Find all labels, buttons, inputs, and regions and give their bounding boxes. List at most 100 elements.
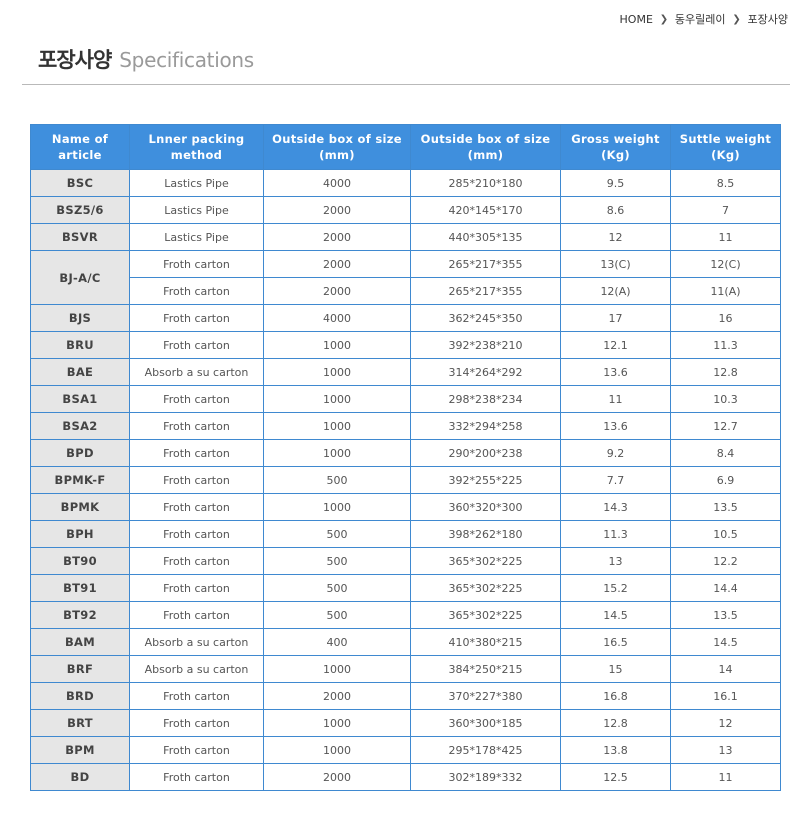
cell-box-size: 362*245*350	[410, 304, 561, 332]
cell-gross-weight: 8.6	[560, 196, 671, 224]
cell-suttle-weight: 12	[670, 709, 781, 737]
cell-box-size: 384*250*215	[410, 655, 561, 683]
breadcrumb-company-link[interactable]: 동우릴레이	[674, 13, 726, 26]
cell-gross-weight: 14.3	[560, 493, 671, 521]
cell-suttle-weight: 12.2	[670, 547, 781, 575]
page-title-english: Specifications	[119, 48, 254, 72]
cell-gross-weight: 16.8	[560, 682, 671, 710]
cell-box-quantity: 500	[263, 547, 411, 575]
cell-box-quantity: 4000	[263, 304, 411, 332]
table-row: BPD Froth carton 1000 290*200*238 9.2 8.…	[30, 439, 781, 467]
cell-suttle-weight: 16.1	[670, 682, 781, 710]
cell-packing-method: Froth carton	[129, 250, 264, 278]
table-row: BD Froth carton 2000 302*189*332 12.5 11	[30, 763, 781, 791]
chevron-right-icon: ❯	[659, 13, 669, 25]
breadcrumb-home-link[interactable]: HOME	[619, 12, 653, 26]
cell-box-quantity: 1000	[263, 412, 411, 440]
cell-article-name: BRU	[30, 331, 130, 359]
cell-suttle-weight: 14	[670, 655, 781, 683]
cell-box-quantity: 1000	[263, 655, 411, 683]
cell-article-name: BSA2	[30, 412, 130, 440]
cell-box-quantity: 500	[263, 466, 411, 494]
cell-suttle-weight: 8.4	[670, 439, 781, 467]
table-row: BSVR Lastics Pipe 2000 440*305*135 12 11	[30, 223, 781, 251]
cell-box-quantity: 2000	[263, 250, 411, 278]
cell-packing-method: Froth carton	[129, 601, 264, 629]
cell-packing-method: Froth carton	[129, 493, 264, 521]
cell-box-quantity: 2000	[263, 223, 411, 251]
table-row: BJS Froth carton 4000 362*245*350 17 16	[30, 304, 781, 332]
table-row: BAM Absorb a su carton 400 410*380*215 1…	[30, 628, 781, 656]
cell-gross-weight: 13	[560, 547, 671, 575]
cell-box-quantity: 1000	[263, 358, 411, 386]
cell-packing-method: Absorb a su carton	[129, 655, 264, 683]
table-row: BSC Lastics Pipe 4000 285*210*180 9.5 8.…	[30, 169, 781, 197]
cell-article-name: BPM	[30, 736, 130, 764]
cell-suttle-weight: 13	[670, 736, 781, 764]
column-header-suttle-weight: Suttle weight (Kg)	[670, 124, 781, 170]
cell-box-size: 332*294*258	[410, 412, 561, 440]
cell-packing-method: Froth carton	[129, 304, 264, 332]
cell-box-quantity: 500	[263, 520, 411, 548]
cell-packing-method: Froth carton	[129, 385, 264, 413]
cell-suttle-weight: 14.5	[670, 628, 781, 656]
cell-packing-method: Absorb a su carton	[129, 358, 264, 386]
cell-box-size: 360*320*300	[410, 493, 561, 521]
cell-packing-method: Lastics Pipe	[129, 196, 264, 224]
cell-article-name: BPD	[30, 439, 130, 467]
cell-article-name: BAE	[30, 358, 130, 386]
table-row: BPM Froth carton 1000 295*178*425 13.8 1…	[30, 736, 781, 764]
column-header-name: Name of article	[30, 124, 130, 170]
cell-box-size: 265*217*355	[410, 277, 561, 305]
cell-gross-weight: 16.5	[560, 628, 671, 656]
cell-gross-weight: 12(A)	[560, 277, 671, 305]
cell-gross-weight: 11	[560, 385, 671, 413]
table-row: BAE Absorb a su carton 1000 314*264*292 …	[30, 358, 781, 386]
column-header-box-quantity: Outside box of size (mm)	[263, 124, 411, 170]
cell-article-name: BJS	[30, 304, 130, 332]
cell-box-quantity: 500	[263, 601, 411, 629]
cell-gross-weight: 17	[560, 304, 671, 332]
cell-article-name: BSC	[30, 169, 130, 197]
cell-box-quantity: 1000	[263, 331, 411, 359]
cell-gross-weight: 14.5	[560, 601, 671, 629]
cell-gross-weight: 15	[560, 655, 671, 683]
cell-article-name: BRT	[30, 709, 130, 737]
title-divider	[22, 84, 790, 85]
cell-suttle-weight: 14.4	[670, 574, 781, 602]
cell-suttle-weight: 10.3	[670, 385, 781, 413]
cell-box-quantity: 1000	[263, 493, 411, 521]
cell-gross-weight: 12	[560, 223, 671, 251]
cell-box-size: 285*210*180	[410, 169, 561, 197]
breadcrumb-current: 포장사양	[747, 13, 788, 26]
cell-box-quantity: 2000	[263, 277, 411, 305]
cell-box-size: 440*305*135	[410, 223, 561, 251]
cell-article-name: BRD	[30, 682, 130, 710]
table-row: BRD Froth carton 2000 370*227*380 16.8 1…	[30, 682, 781, 710]
cell-suttle-weight: 12.7	[670, 412, 781, 440]
table-row: BT92 Froth carton 500 365*302*225 14.5 1…	[30, 601, 781, 629]
cell-gross-weight: 15.2	[560, 574, 671, 602]
cell-suttle-weight: 7	[670, 196, 781, 224]
cell-packing-method: Froth carton	[129, 331, 264, 359]
cell-gross-weight: 13(C)	[560, 250, 671, 278]
cell-gross-weight: 7.7	[560, 466, 671, 494]
cell-suttle-weight: 8.5	[670, 169, 781, 197]
specifications-table: Name of article Lnner packing method Out…	[30, 124, 781, 791]
cell-gross-weight: 9.2	[560, 439, 671, 467]
cell-box-size: 392*255*225	[410, 466, 561, 494]
cell-article-name: BAM	[30, 628, 130, 656]
cell-article-name: BT91	[30, 574, 130, 602]
cell-packing-method: Froth carton	[129, 466, 264, 494]
table-row: BSZ5/6 Lastics Pipe 2000 420*145*170 8.6…	[30, 196, 781, 224]
cell-box-size: 365*302*225	[410, 547, 561, 575]
cell-suttle-weight: 11	[670, 223, 781, 251]
cell-gross-weight: 12.1	[560, 331, 671, 359]
table-row: Froth carton 2000 265*217*355 12(A) 11(A…	[31, 277, 781, 305]
cell-box-size: 295*178*425	[410, 736, 561, 764]
cell-box-size: 420*145*170	[410, 196, 561, 224]
cell-packing-method: Absorb a su carton	[129, 628, 264, 656]
cell-gross-weight: 13.6	[560, 412, 671, 440]
cell-gross-weight: 13.6	[560, 358, 671, 386]
cell-packing-method: Lastics Pipe	[129, 223, 264, 251]
